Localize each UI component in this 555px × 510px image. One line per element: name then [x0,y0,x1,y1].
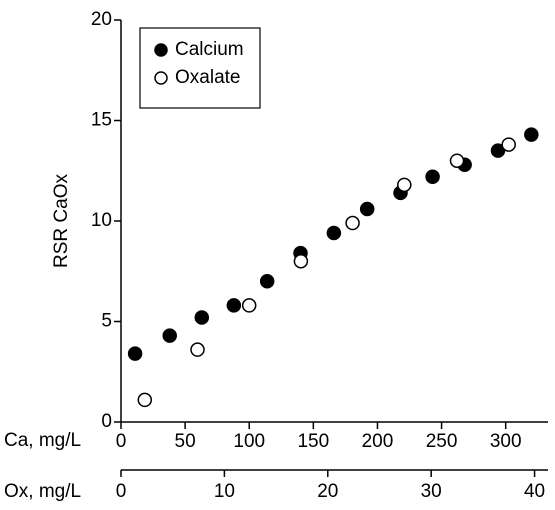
legend [139,27,261,109]
point [397,177,412,193]
x-tick-label: 150 [297,431,329,452]
x2-tick-label: 30 [421,481,442,502]
point [241,298,257,313]
point [293,253,309,269]
x2-axis-label: Ox, mg/L [4,481,81,502]
point [190,342,205,357]
x2-tick-label: 0 [116,481,127,502]
x-tick-label: 300 [490,431,522,452]
point [359,201,375,217]
point [524,127,539,142]
point [226,298,242,313]
legend-marker [154,43,168,57]
point [449,153,465,168]
point [259,274,275,289]
y-tick-label: 20 [91,9,112,30]
y-tick-label: 5 [101,311,112,332]
point [127,346,143,361]
point [137,392,153,408]
y-axis-label: RSR CaOx [51,174,72,268]
legend-label: Oxalate [175,67,240,88]
y-tick-label: 15 [91,110,112,131]
x-tick-label: 250 [426,431,458,452]
point [501,137,516,152]
point [194,310,210,325]
point [425,169,440,185]
x-tick-label: 200 [362,431,394,452]
x-axis-label: Ca, mg/L [4,430,81,451]
y-tick-label: 10 [91,210,112,231]
point [326,225,342,241]
x2-tick-label: 20 [317,481,338,502]
legend-marker [154,71,168,85]
point [490,143,506,158]
y-tick-label: 0 [101,411,112,432]
x2-tick-label: 40 [524,481,545,502]
point [162,328,177,343]
x-tick-label: 50 [175,431,196,452]
x-tick-label: 100 [233,431,265,452]
legend-label: Calcium [175,39,244,60]
x-tick-label: 0 [116,431,127,452]
point [345,215,360,231]
x2-tick-label: 10 [214,481,235,502]
